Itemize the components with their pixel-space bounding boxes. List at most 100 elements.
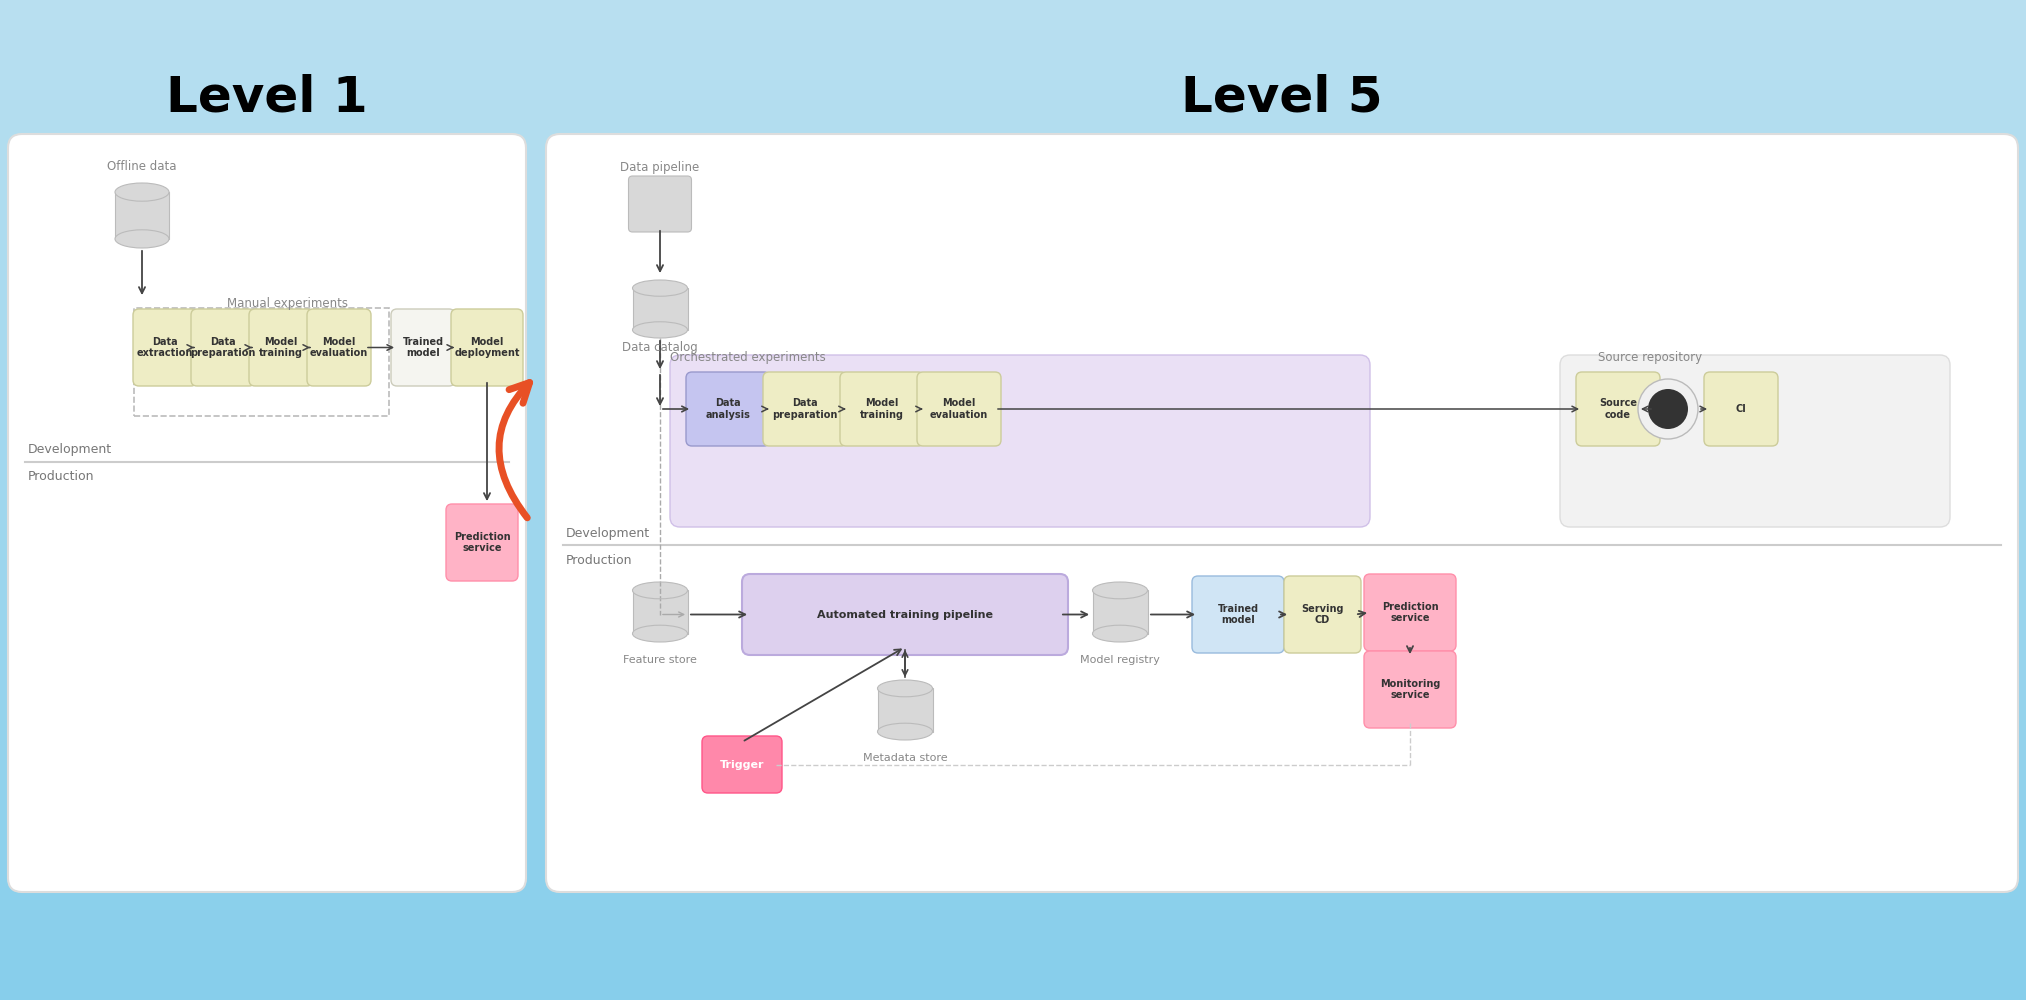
Bar <box>0 100 2026 110</box>
Bar <box>1092 590 1147 634</box>
FancyBboxPatch shape <box>452 309 523 386</box>
Bar <box>0 830 2026 840</box>
Bar <box>0 640 2026 650</box>
Bar <box>0 520 2026 530</box>
FancyBboxPatch shape <box>628 176 691 232</box>
Bar <box>0 680 2026 690</box>
Bar <box>0 810 2026 820</box>
Text: Model
training: Model training <box>259 337 304 358</box>
Bar <box>0 40 2026 50</box>
Bar <box>115 192 168 239</box>
Ellipse shape <box>115 230 168 248</box>
Text: Model
evaluation: Model evaluation <box>310 337 369 358</box>
FancyBboxPatch shape <box>134 309 197 386</box>
FancyBboxPatch shape <box>1363 651 1457 728</box>
FancyBboxPatch shape <box>1191 576 1284 653</box>
FancyBboxPatch shape <box>918 372 1001 446</box>
Bar <box>0 720 2026 730</box>
Circle shape <box>1637 379 1698 439</box>
Bar <box>0 760 2026 770</box>
Bar <box>0 750 2026 760</box>
Text: Level 5: Level 5 <box>1181 74 1384 122</box>
Bar <box>0 710 2026 720</box>
Text: Data
analysis: Data analysis <box>705 398 750 420</box>
Bar <box>0 250 2026 260</box>
Ellipse shape <box>632 582 687 599</box>
Bar <box>0 600 2026 610</box>
FancyBboxPatch shape <box>1560 355 1949 527</box>
Ellipse shape <box>632 625 687 642</box>
Bar <box>0 350 2026 360</box>
Bar <box>0 490 2026 500</box>
Bar <box>0 840 2026 850</box>
Circle shape <box>1647 389 1688 429</box>
Bar <box>0 650 2026 660</box>
Bar <box>0 50 2026 60</box>
Text: Model
evaluation: Model evaluation <box>930 398 989 420</box>
Text: Serving
CD: Serving CD <box>1301 604 1343 625</box>
Bar <box>0 560 2026 570</box>
Bar <box>0 30 2026 40</box>
Bar <box>0 280 2026 290</box>
Bar <box>0 240 2026 250</box>
Bar <box>0 590 2026 600</box>
FancyBboxPatch shape <box>742 574 1068 655</box>
Ellipse shape <box>877 680 932 697</box>
FancyArrowPatch shape <box>498 383 529 518</box>
Bar <box>0 430 2026 440</box>
Bar <box>0 820 2026 830</box>
Bar <box>0 80 2026 90</box>
Bar <box>0 390 2026 400</box>
Bar <box>0 740 2026 750</box>
Bar <box>0 300 2026 310</box>
Bar <box>0 500 2026 510</box>
Bar <box>0 130 2026 140</box>
Bar <box>0 870 2026 880</box>
Bar <box>0 440 2026 450</box>
Bar <box>0 340 2026 350</box>
Bar <box>0 400 2026 410</box>
FancyBboxPatch shape <box>671 355 1370 527</box>
Bar <box>0 380 2026 390</box>
FancyBboxPatch shape <box>545 134 2018 892</box>
Ellipse shape <box>1092 625 1147 642</box>
Bar <box>0 990 2026 1000</box>
Text: Model registry: Model registry <box>1080 655 1161 665</box>
Bar <box>0 180 2026 190</box>
Bar <box>0 20 2026 30</box>
Bar <box>0 360 2026 370</box>
Bar <box>0 980 2026 990</box>
FancyBboxPatch shape <box>1284 576 1361 653</box>
Text: Production: Production <box>28 471 95 484</box>
Bar <box>0 320 2026 330</box>
Bar <box>0 140 2026 150</box>
Bar <box>0 970 2026 980</box>
Bar <box>0 110 2026 120</box>
Text: Trained
model: Trained model <box>1218 604 1258 625</box>
Bar <box>877 688 932 732</box>
FancyBboxPatch shape <box>190 309 255 386</box>
Text: Data catalog: Data catalog <box>622 340 697 354</box>
Bar <box>0 470 2026 480</box>
Bar <box>0 120 2026 130</box>
Bar <box>0 780 2026 790</box>
Bar <box>0 670 2026 680</box>
Bar <box>0 800 2026 810</box>
Bar <box>0 630 2026 640</box>
Bar <box>0 940 2026 950</box>
Bar <box>0 910 2026 920</box>
Bar <box>0 460 2026 470</box>
FancyBboxPatch shape <box>308 309 371 386</box>
Bar <box>0 930 2026 940</box>
Text: Prediction
service: Prediction service <box>454 532 511 553</box>
Bar <box>0 730 2026 740</box>
Bar <box>0 790 2026 800</box>
Bar <box>0 450 2026 460</box>
Text: Data pipeline: Data pipeline <box>620 160 699 174</box>
Text: Development: Development <box>565 526 650 540</box>
FancyBboxPatch shape <box>841 372 924 446</box>
Text: Development: Development <box>28 444 111 456</box>
Text: Data
extraction: Data extraction <box>138 337 192 358</box>
Bar <box>0 150 2026 160</box>
Bar <box>632 590 687 634</box>
